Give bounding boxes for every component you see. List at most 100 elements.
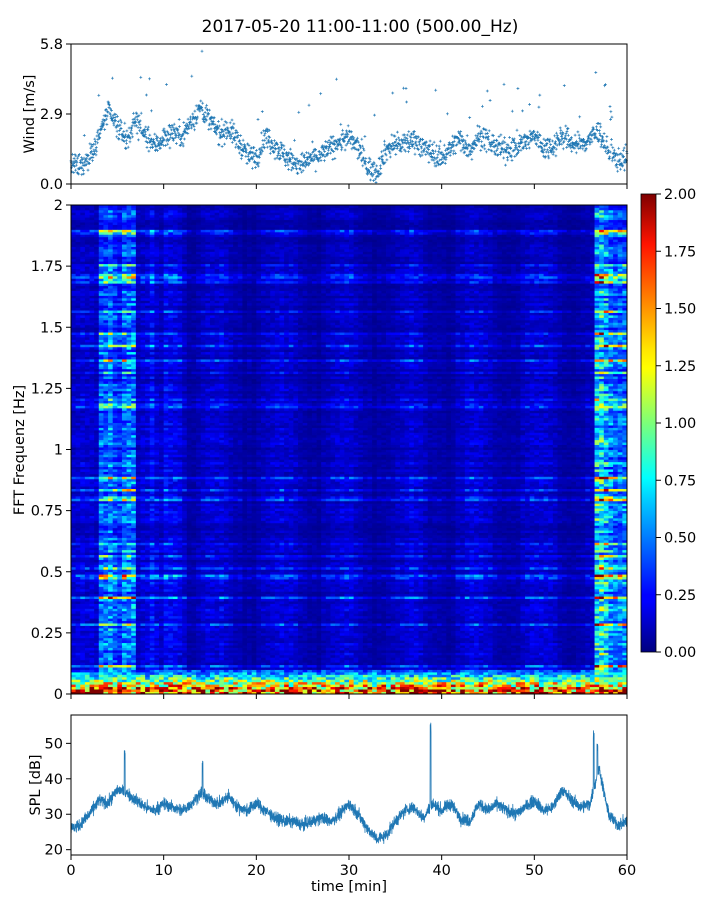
spectrogram-cell xyxy=(182,596,188,600)
spectrogram-cell xyxy=(131,561,137,565)
spectrogram-cell xyxy=(71,290,77,294)
spectrogram-cell xyxy=(149,319,155,323)
spectrogram-cell xyxy=(126,535,132,538)
spectrogram-cell xyxy=(80,535,86,538)
spectrogram-cell xyxy=(163,525,169,529)
spectrogram-cell xyxy=(121,618,127,622)
spectrogram-cell xyxy=(154,520,160,524)
spectrogram-cell xyxy=(172,610,178,614)
spectrogram-cell xyxy=(168,649,174,653)
spectrogram-cell xyxy=(84,588,90,592)
spectrogram-cell xyxy=(108,623,114,626)
spectrogram-cell xyxy=(172,549,178,553)
spectrogram-cell xyxy=(172,293,178,296)
spectrogram-cell xyxy=(89,657,95,661)
spectrogram-cell xyxy=(140,483,146,487)
spectrogram-cell xyxy=(112,672,118,675)
spectrogram-cell xyxy=(163,498,169,502)
spectrogram-cell xyxy=(168,410,174,414)
spectrogram-cell xyxy=(145,251,151,255)
spectrogram-cell xyxy=(135,427,141,431)
spectrogram-cell xyxy=(168,381,174,384)
spectrogram-cell xyxy=(126,344,132,348)
spectrogram-cell xyxy=(126,212,132,216)
spectrogram-cell xyxy=(112,608,118,612)
spectrogram-cell xyxy=(135,520,141,524)
spectrogram-cell xyxy=(154,481,160,485)
spectrogram-cell xyxy=(145,532,151,536)
spectrogram-cell xyxy=(126,229,132,233)
spectrogram-cell xyxy=(103,574,109,578)
spectrogram-cell xyxy=(163,686,169,690)
spectrogram-cell xyxy=(98,354,104,357)
spectrogram-cell xyxy=(121,258,127,262)
spectrogram-cell xyxy=(75,483,81,487)
spectrogram-cell xyxy=(182,307,188,311)
spectrogram-cell xyxy=(140,378,146,382)
spectrogram-cell xyxy=(108,488,114,492)
spectrogram-cell xyxy=(75,332,81,335)
spectrogram-cell xyxy=(98,403,104,406)
spectrogram-cell xyxy=(121,368,127,372)
spectrogram-cell xyxy=(177,691,183,695)
spectrogram-cell xyxy=(126,381,132,384)
spectrogram-cell xyxy=(168,344,174,348)
spectrogram-cell xyxy=(112,244,118,247)
spectrogram-cell xyxy=(168,447,174,450)
spectrogram-cell xyxy=(71,359,77,362)
spectrogram-cell xyxy=(135,256,141,260)
spectrogram-cell xyxy=(172,410,178,414)
spectrogram-cell xyxy=(131,334,137,338)
spectrogram-cell xyxy=(168,664,174,668)
spectrogram-cell xyxy=(94,542,100,546)
spectrogram-cell xyxy=(121,334,127,338)
spectrogram-cell xyxy=(80,591,86,595)
spectrogram-cell xyxy=(168,510,174,514)
spectrogram-cell xyxy=(117,505,123,509)
spectrogram-cell xyxy=(94,224,100,228)
spectrogram-cell xyxy=(98,444,104,448)
spectrogram-cell xyxy=(98,647,104,651)
spectrogram-cell xyxy=(71,444,77,448)
spectrogram-cell xyxy=(121,224,127,228)
spectrogram-cell xyxy=(108,395,114,399)
spectrogram-cell xyxy=(168,539,174,543)
spectrogram-cell xyxy=(117,544,123,548)
spectrogram-cell xyxy=(126,488,132,492)
spectrogram-cell xyxy=(103,271,109,274)
spectrogram-cell xyxy=(154,339,160,343)
spectrogram-cell xyxy=(177,261,183,265)
spectrogram-cell xyxy=(177,249,183,252)
spectrogram-cell xyxy=(75,227,81,230)
spectrogram-cell xyxy=(154,256,160,260)
spectrogram-cell xyxy=(71,557,77,560)
spectrogram-cell xyxy=(135,415,141,419)
spectrogram-cell xyxy=(98,407,104,411)
spectrogram-cell xyxy=(168,493,174,497)
spectrogram-cell xyxy=(172,630,178,634)
spectrogram-cell xyxy=(154,513,160,516)
spectrogram-cell xyxy=(177,256,183,260)
spectrogram-cell xyxy=(89,579,95,582)
spectrogram-cell xyxy=(117,593,123,597)
spectrogram-cell xyxy=(121,337,127,340)
spectrogram-cell xyxy=(121,209,127,213)
spectrogram-cell xyxy=(159,310,165,313)
spectrogram-cell xyxy=(177,539,183,543)
spectrogram-cell xyxy=(154,207,160,211)
spectrogram-cell xyxy=(145,261,151,265)
spectrogram-cell xyxy=(163,571,169,575)
spectrogram-cell xyxy=(149,280,155,284)
spectrogram-cell xyxy=(177,491,183,494)
spectrogram-cell xyxy=(126,447,132,450)
spectrogram-cell xyxy=(89,268,95,272)
spectrogram-cell xyxy=(131,329,137,333)
spectrogram-cell xyxy=(172,569,178,573)
spectrogram-cell xyxy=(98,209,104,213)
spectrogram-cell xyxy=(177,505,183,509)
spectrogram-cell xyxy=(149,454,155,458)
spectrogram-cell xyxy=(108,574,114,578)
spectrogram-cell xyxy=(182,437,188,441)
spectrogram-cell xyxy=(89,290,95,294)
spectrogram-cell xyxy=(140,366,146,370)
